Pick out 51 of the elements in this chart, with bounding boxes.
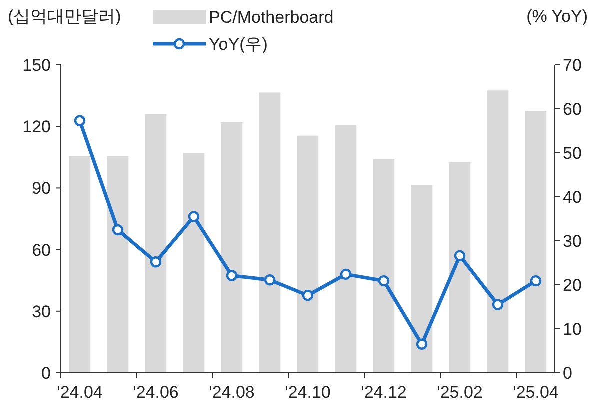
- point: [188, 211, 200, 222]
- y-axis-title: (십억대만달러): [8, 7, 122, 26]
- bar: [487, 90, 509, 373]
- y2-tick-label: 0: [563, 364, 572, 383]
- point: [454, 250, 466, 262]
- y-tick-label: 60: [32, 240, 51, 260]
- y2-tick-label: 10: [563, 320, 582, 339]
- point: [492, 299, 504, 310]
- x-tick-label: '25.02: [437, 383, 483, 402]
- point: [530, 275, 542, 287]
- x-tick-label: '24.06: [133, 383, 179, 402]
- y2-tick-label: 60: [563, 100, 582, 119]
- point: [340, 268, 352, 280]
- point: [302, 290, 314, 302]
- x-tick-label: '24.12: [361, 383, 407, 402]
- bar: [221, 122, 243, 373]
- bar: [69, 156, 91, 373]
- bar: [145, 114, 167, 373]
- bar: [449, 162, 471, 373]
- y-tick-label: 120: [22, 118, 51, 137]
- x-tick-label: '24.08: [209, 383, 255, 402]
- x-tick-label: '25.04: [513, 383, 559, 402]
- point: [226, 270, 238, 282]
- y-tick-label: 30: [32, 302, 51, 322]
- point: [150, 256, 162, 268]
- x-tick-label: '24.10: [285, 383, 331, 402]
- bar: [411, 185, 433, 373]
- y-tick-label: 150: [22, 56, 51, 75]
- bar: [107, 156, 129, 373]
- y-tick-label: 0: [42, 364, 51, 383]
- point: [74, 115, 86, 126]
- point: [112, 224, 124, 236]
- bar: [373, 159, 395, 373]
- legend-label: YoY(우): [209, 35, 268, 54]
- bar: [297, 136, 319, 373]
- y2-tick-label: 40: [563, 188, 582, 207]
- bar: [183, 153, 205, 373]
- y2-tick-label: 30: [563, 232, 582, 251]
- y2-axis-title: (% YoY): [526, 7, 588, 26]
- y2-tick-label: 50: [563, 144, 582, 163]
- bar: [525, 111, 547, 373]
- bar: [259, 92, 281, 373]
- point: [378, 275, 390, 287]
- x-tick-label: '24.04: [57, 383, 103, 402]
- bar: [335, 126, 357, 373]
- point: [264, 274, 276, 286]
- y-tick-label: 90: [32, 179, 51, 198]
- y2-tick-label: 20: [563, 276, 582, 295]
- legend-label: PC/Motherboard: [209, 8, 334, 27]
- y2-tick-label: 70: [563, 56, 582, 75]
- point: [416, 338, 428, 350]
